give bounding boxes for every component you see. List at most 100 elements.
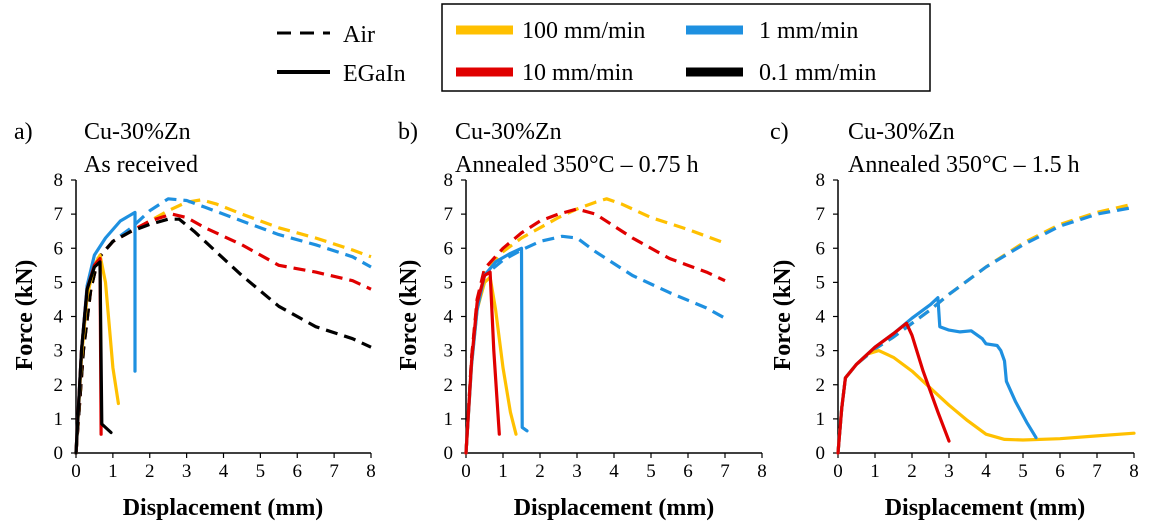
panel-c-y-tick-label: 7	[816, 204, 826, 225]
legend-air: Air	[277, 22, 375, 48]
panel-c-y-tick-label: 5	[816, 272, 826, 293]
panel-c-y-tick-label: 4	[816, 307, 826, 328]
panel-c-x-tick-label: 3	[944, 461, 954, 482]
legend-rate-1-label: 1 mm/min	[759, 18, 858, 44]
panel-b-series-air-10-mm-min	[464, 207, 726, 454]
panel-a-x-tick-label: 8	[366, 461, 376, 482]
panel-b-title: Cu-30%Zn	[455, 119, 562, 145]
legend-rate-0-1-label: 0.1 mm/min	[759, 60, 876, 86]
legend-rate-100: 100 mm/min	[456, 18, 645, 44]
panel-b-ylabel: Force (kN)	[396, 260, 422, 371]
panel-a-x-tick-label: 7	[329, 461, 339, 482]
panel-b-x-tick-label: 1	[498, 461, 508, 482]
panel-a-x-tick-label: 6	[293, 461, 303, 482]
panel-b: b) Cu-30%Zn Annealed 350°C – 0.75 h Forc…	[396, 119, 767, 521]
panel-a-y-tick-label: 7	[54, 204, 64, 225]
panel-b-y-tick-label: 0	[444, 443, 454, 464]
panel-b-label: b)	[398, 119, 418, 145]
panel-a-series-air-0-1-mm-min	[74, 217, 372, 454]
panel-b-series-egain-1-mm-min	[464, 246, 529, 455]
panel-b-plot	[464, 197, 726, 455]
panel-a-label: a)	[14, 119, 33, 145]
panel-a-x-tick-label: 3	[182, 461, 192, 482]
panel-a-y-tick-label: 6	[54, 238, 64, 259]
legend-egain: EGaIn	[277, 61, 406, 87]
panel-c-y-tick-label: 8	[816, 170, 826, 191]
panel-c-x-tick-label: 8	[1129, 461, 1139, 482]
panel-b-x-tick-label: 0	[461, 461, 471, 482]
panel-c-y-tick-label: 2	[816, 375, 826, 396]
panel-c-label: c)	[770, 119, 789, 145]
panel-a-y-tick-label: 2	[54, 375, 64, 396]
panel-a-y-tick-label: 5	[54, 272, 64, 293]
panel-a-series-air-1-mm-min	[74, 197, 372, 454]
panel-b-x-tick-label: 3	[572, 461, 582, 482]
panel-b-y-tick-label: 2	[444, 375, 454, 396]
panel-c-axes: 0 1 2 3 4 5 6 7 8 0 1 2 3 4 5 6 7 8	[816, 170, 1139, 482]
legend-air-label: Air	[343, 22, 375, 48]
panel-c-series-egain-100-mm-min	[836, 349, 1136, 455]
panel-c-y-tick-label: 0	[816, 443, 826, 464]
panel-a-x-tick-label: 2	[145, 461, 155, 482]
legend-rate-10-label: 10 mm/min	[522, 60, 633, 86]
panel-c-y-tick-label: 6	[816, 238, 826, 259]
panel-c-series-egain-1-mm-min	[836, 296, 1038, 455]
legend-rate-box	[441, 3, 931, 92]
panel-a-xlabel: Displacement (mm)	[123, 495, 324, 521]
panel-b-y-tick-label: 8	[444, 170, 454, 191]
panel-b-y-tick-label: 4	[444, 307, 454, 328]
panel-c-xlabel: Displacement (mm)	[885, 495, 1086, 521]
panel-c-y-tick-label: 3	[816, 341, 826, 362]
panel-a: a) Cu-30%Zn As received Force (kN) Displ…	[12, 119, 376, 521]
panel-c-y-tick-label: 1	[816, 409, 826, 430]
panel-a-series-air-100-mm-min	[74, 198, 372, 454]
panel-a-y-tick-label: 8	[54, 170, 64, 191]
panel-a-ylabel: Force (kN)	[12, 260, 38, 371]
panel-b-x-tick-label: 4	[609, 461, 619, 482]
panel-a-x-tick-label: 4	[219, 461, 229, 482]
panel-b-x-tick-label: 5	[646, 461, 656, 482]
panel-c-x-tick-label: 7	[1092, 461, 1102, 482]
panel-a-plot	[74, 197, 372, 455]
panel-c-x-tick-label: 0	[833, 461, 843, 482]
panel-a-y-tick-label: 0	[54, 443, 64, 464]
panel-a-subtitle: As received	[84, 152, 198, 178]
panel-c-title: Cu-30%Zn	[848, 119, 955, 145]
panel-a-series-air-10-mm-min	[74, 212, 372, 454]
panel-a-x-tick-label: 1	[108, 461, 118, 482]
panel-c-ylabel: Force (kN)	[770, 260, 796, 371]
panel-b-x-tick-label: 7	[720, 461, 730, 482]
panel-b-subtitle: Annealed 350°C – 0.75 h	[455, 152, 699, 178]
panel-b-y-tick-label: 1	[444, 409, 454, 430]
legend-egain-label: EGaIn	[343, 61, 406, 87]
panel-c-x-tick-label: 6	[1055, 461, 1065, 482]
panel-b-axes: 0 1 2 3 4 5 6 7 8 0 1 2 3 4 5 6 7 8	[444, 170, 767, 482]
panel-b-series-air-100-mm-min	[464, 197, 726, 454]
panel-b-y-tick-label: 7	[444, 204, 454, 225]
panel-c-x-tick-label: 4	[981, 461, 991, 482]
panel-c-series-egain-10-mm-min	[836, 321, 951, 455]
panel-b-xlabel: Displacement (mm)	[514, 495, 715, 521]
panel-c: c) Cu-30%Zn Annealed 350°C – 1.5 h Force…	[770, 119, 1139, 521]
panel-a-axes: 0 1 2 3 4 5 6 7 8 0 1 2 3 4 5 6 7 8	[54, 170, 376, 482]
legend-rate-100-label: 100 mm/min	[522, 18, 645, 44]
legend-rate-10: 10 mm/min	[456, 60, 633, 86]
panel-a-x-tick-label: 0	[71, 461, 81, 482]
panel-c-plot	[836, 202, 1136, 455]
panel-c-x-tick-label: 1	[870, 461, 880, 482]
panel-b-x-tick-label: 8	[757, 461, 767, 482]
panel-b-series-air-1-mm-min	[464, 234, 726, 454]
panel-b-y-tick-label: 6	[444, 238, 454, 259]
panel-b-x-tick-label: 6	[683, 461, 693, 482]
panel-c-x-tick-label: 5	[1018, 461, 1028, 482]
panel-c-x-tick-label: 2	[907, 461, 917, 482]
panel-b-series-egain-10-mm-min	[464, 270, 501, 455]
panel-b-x-tick-label: 2	[535, 461, 545, 482]
legend: Air EGaIn 100 mm/min 1 mm/min 10 mm/min …	[277, 3, 931, 92]
panel-a-title: Cu-30%Zn	[84, 119, 191, 145]
panel-a-y-tick-label: 4	[54, 307, 64, 328]
panel-a-series-egain-0-1-mm-min	[74, 260, 113, 455]
panel-a-y-tick-label: 1	[54, 409, 64, 430]
panel-c-subtitle: Annealed 350°C – 1.5 h	[848, 152, 1080, 178]
